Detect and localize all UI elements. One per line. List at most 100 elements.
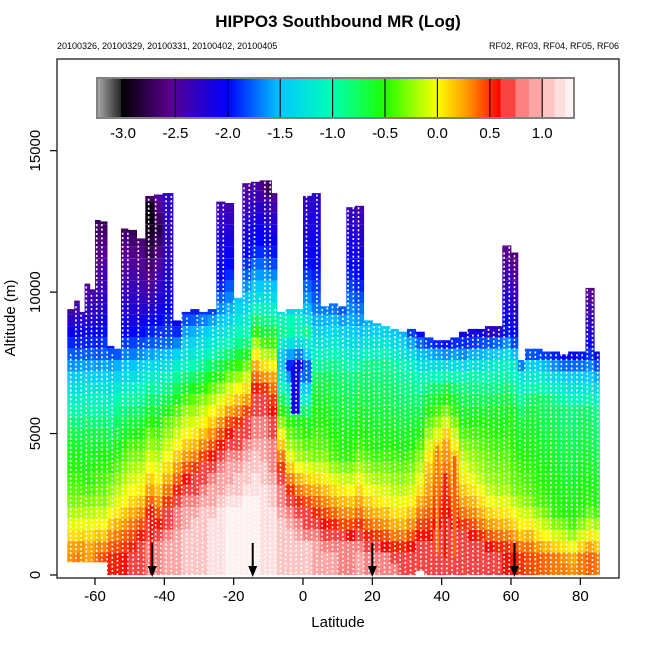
field-cell: [107, 345, 115, 349]
field-cell: [162, 314, 174, 326]
colorbar-gradient-slice: [268, 78, 270, 118]
field-cell: [233, 541, 243, 553]
colorbar-gradient-slice: [493, 78, 495, 118]
field-cell: [95, 220, 101, 225]
field-cell: [153, 212, 163, 225]
field-cell: [424, 529, 434, 541]
field-cell: [337, 461, 347, 474]
field-cell: [153, 439, 163, 451]
field-cell: [320, 484, 330, 496]
field-cell: [381, 484, 391, 496]
field-cell: [524, 348, 534, 360]
colorbar-gradient-slice: [143, 78, 146, 118]
field-cell: [424, 405, 434, 417]
field-cell: [268, 473, 278, 485]
field-cell: [190, 394, 200, 406]
field-cell: [107, 484, 115, 496]
field-cell: [242, 405, 252, 417]
field-cell: [346, 439, 356, 451]
colorbar-gradient-slice: [355, 78, 357, 118]
field-cell: [337, 314, 347, 326]
field-cell: [199, 360, 209, 372]
colorbar-gradient-slice: [346, 78, 348, 118]
field-cell: [136, 563, 146, 575]
field-cell: [381, 405, 391, 417]
field-cell: [84, 405, 91, 417]
field-cell: [459, 507, 469, 519]
field-cell: [216, 212, 226, 225]
field-cell: [329, 371, 339, 383]
field-cell: [389, 337, 399, 349]
colorbar-gradient-slice: [335, 78, 338, 118]
colorbar-gradient-slice: [446, 78, 449, 118]
field-cell: [242, 518, 252, 530]
field-cell: [381, 495, 391, 508]
field-cell: [533, 439, 543, 451]
field-cell: [242, 190, 252, 202]
colorbar-gradient-slice: [530, 78, 533, 118]
field-column: [576, 351, 586, 575]
field-cell: [502, 507, 512, 519]
field-cell: [355, 563, 365, 575]
field-cell: [216, 541, 226, 553]
field-cell: [303, 450, 313, 462]
field-cell: [568, 484, 578, 496]
field-cell: [136, 382, 146, 394]
colorbar-gradient-slice: [544, 78, 546, 118]
field-cell: [511, 507, 519, 519]
colorbar-gradient-slice: [238, 78, 240, 118]
colorbar-gradient-slice: [200, 78, 203, 118]
field-cell: [79, 394, 85, 406]
field-cell: [190, 563, 200, 575]
colorbar-gradient-slice: [161, 78, 164, 118]
colorbar-gradient-slice: [442, 78, 444, 118]
field-cell: [153, 427, 163, 440]
field-cell: [251, 382, 261, 394]
field-cell: [303, 552, 313, 564]
field-cell: [145, 246, 155, 259]
field-cell: [251, 246, 261, 259]
colorbar-gradient-slice: [431, 78, 434, 118]
field-cell: [74, 450, 80, 462]
field-cell: [485, 518, 495, 530]
field-cell: [277, 529, 287, 541]
field-cell: [242, 235, 252, 247]
colorbar-gradient-slice: [473, 78, 476, 118]
colorbar-gradient-slice: [206, 78, 209, 118]
field-cell: [285, 427, 295, 440]
field-cell: [100, 382, 108, 394]
field-cell: [199, 382, 209, 394]
field-cell: [74, 541, 80, 553]
field-cell: [100, 484, 108, 496]
field-cell: [95, 269, 101, 281]
colorbar-gradient-slice: [239, 78, 242, 118]
field-cell: [511, 292, 519, 304]
field-cell: [277, 563, 287, 575]
field-cell: [441, 427, 451, 440]
field-cell: [162, 405, 174, 417]
field-cell: [517, 507, 526, 519]
field-cell: [79, 518, 85, 530]
field-cell: [559, 382, 569, 394]
field-cell: [398, 439, 408, 451]
field-cell: [346, 529, 356, 541]
field-cell: [181, 394, 191, 406]
field-cell: [407, 328, 417, 338]
field-cell: [398, 405, 408, 417]
colorbar-gradient-slice: [247, 78, 249, 118]
field-cell: [542, 552, 552, 564]
field-cell: [242, 280, 252, 293]
field-cell: [346, 416, 356, 428]
colorbar-gradient-slice: [292, 78, 294, 118]
field-cell: [207, 484, 217, 496]
field-cell: [372, 529, 382, 541]
field-cell: [107, 416, 115, 428]
field-cell: [242, 212, 252, 225]
field-cell: [162, 348, 174, 360]
field-cell: [242, 224, 252, 236]
field-cell: [199, 348, 209, 360]
field-cell: [114, 382, 122, 394]
field-cell: [329, 427, 339, 440]
field-cell: [277, 495, 287, 508]
field-cell: [576, 541, 586, 553]
